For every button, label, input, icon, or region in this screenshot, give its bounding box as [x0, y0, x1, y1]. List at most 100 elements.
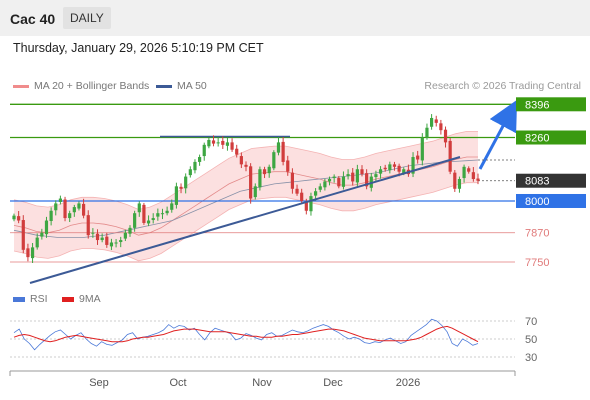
candle-body [174, 186, 178, 205]
candle-body [337, 178, 341, 187]
candle-body [388, 164, 392, 171]
candle-body [262, 169, 267, 175]
candle-body [128, 227, 132, 234]
candle-body [100, 237, 104, 241]
candle-body [290, 172, 294, 189]
legend-swatch [62, 296, 74, 302]
bollinger-lower-line [13, 182, 478, 262]
legend-label: MA 20 + Bollinger Bands [34, 80, 150, 92]
x-tick-label-sep: Sep [89, 377, 109, 389]
timeframe-button[interactable]: DAILY [63, 7, 111, 29]
legend-label: MA 50 [177, 80, 207, 92]
candle-body [378, 169, 383, 174]
candle-body [72, 207, 76, 213]
candle-body [188, 169, 192, 176]
candle-body [82, 203, 86, 216]
candle-body [453, 172, 457, 189]
candle-body [332, 176, 336, 179]
level-label-8000: 8000 [525, 196, 549, 208]
rsi-line [13, 318, 479, 351]
candle-body [341, 176, 346, 187]
candle-body [44, 220, 49, 235]
candle-body [160, 213, 165, 215]
candle-body [314, 191, 318, 196]
candle-body [207, 139, 211, 147]
candle-body [351, 172, 355, 182]
candle-body [471, 172, 475, 180]
candle-body [374, 174, 378, 178]
level-badge-8396 [516, 97, 586, 112]
candle-body [318, 186, 322, 190]
candle-body [142, 204, 146, 223]
candle-body [295, 188, 299, 194]
candle-body [434, 119, 438, 123]
rsi-tick-label-30: 30 [525, 352, 537, 364]
level-label-8260: 8260 [525, 133, 549, 145]
candle-body [281, 141, 285, 162]
candle-body [40, 232, 44, 237]
candle-body [30, 247, 35, 259]
candle-body [137, 203, 141, 213]
chart-header: Cac 40 DAILY [0, 0, 590, 36]
candle-body [91, 232, 95, 234]
candle-body [230, 142, 234, 150]
candle-body [63, 199, 67, 219]
candle-body [430, 117, 434, 127]
legend-label: RSI [30, 293, 48, 305]
level-badge-8083 [516, 173, 586, 188]
candle-body [365, 173, 369, 187]
candle-body [360, 169, 364, 175]
level-label-7750: 7750 [525, 257, 549, 269]
candle-body [12, 215, 16, 220]
candle-body [119, 240, 123, 243]
level-label-7870: 7870 [525, 228, 549, 240]
candle-body [105, 236, 109, 245]
candle-body [146, 220, 151, 224]
uptrend-line [29, 156, 461, 284]
candle-body [244, 164, 248, 167]
legend-swatch [13, 296, 25, 302]
level-badge-8260 [516, 130, 586, 145]
candle-body [276, 142, 281, 153]
candle-body [26, 248, 30, 258]
candle-body [323, 181, 327, 188]
candle-body [170, 203, 174, 210]
candle-body [179, 186, 183, 189]
candle-body [439, 123, 443, 131]
candle-body [448, 140, 452, 172]
candle-body [239, 156, 243, 165]
candle-body [286, 160, 290, 172]
candle-body [49, 210, 53, 222]
candle-body [156, 213, 160, 217]
x-tick-label-dec: Dec [323, 377, 343, 389]
candle-body [193, 161, 197, 171]
level-label-8396: 8396 [525, 99, 549, 111]
candle-body [443, 129, 448, 143]
candle-body [476, 178, 480, 181]
candle-body [165, 210, 169, 214]
level-label-8083: 8083 [525, 176, 549, 188]
candle-body [198, 157, 202, 162]
forecast-arrow [478, 99, 518, 170]
candle-body [109, 242, 114, 247]
candle-body [457, 179, 462, 189]
candle-body [221, 140, 225, 145]
x-tick-label-2026: 2026 [396, 377, 420, 389]
candle-body [346, 174, 350, 177]
candle-body [300, 192, 304, 201]
candle-body [58, 198, 62, 202]
candle-body [211, 140, 216, 144]
candle-body [467, 168, 471, 172]
candle-body [35, 237, 39, 248]
candle-body [383, 167, 387, 170]
candle-body [202, 144, 206, 157]
main-legend-item-ma50: MA 50 [156, 80, 207, 92]
candle-body [267, 166, 271, 174]
candle-body [355, 169, 359, 183]
candle-body [272, 152, 276, 169]
candle-body [249, 166, 253, 199]
rsi-tick-label-50: 50 [525, 334, 537, 346]
x-tick-label-nov: Nov [252, 377, 272, 389]
candle-body [184, 176, 188, 189]
